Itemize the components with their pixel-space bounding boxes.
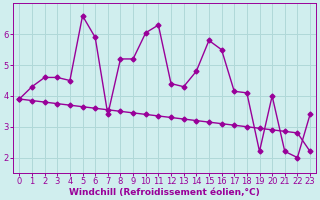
X-axis label: Windchill (Refroidissement éolien,°C): Windchill (Refroidissement éolien,°C) [69, 188, 260, 197]
